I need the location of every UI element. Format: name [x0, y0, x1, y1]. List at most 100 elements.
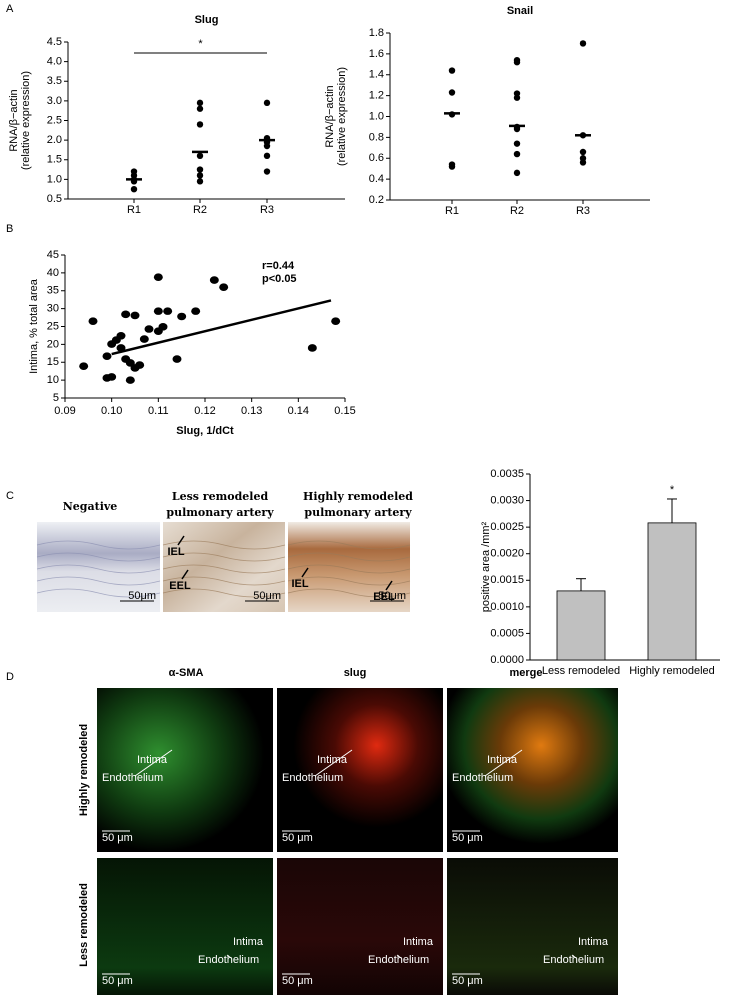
fluorescence-signal — [277, 688, 443, 852]
scale-label: 50μm — [253, 590, 281, 602]
y-tick-label: 0.0035 — [490, 468, 524, 480]
micrograph — [37, 522, 160, 612]
data-point — [172, 355, 182, 363]
structure-label: IEL — [291, 578, 308, 590]
structure-label: EEL — [169, 580, 191, 592]
data-point — [219, 283, 229, 291]
data-point — [331, 317, 341, 325]
y-axis-label: (relative expression) — [336, 67, 348, 166]
data-point — [158, 323, 168, 331]
x-tick-label: 0.11 — [148, 405, 169, 417]
data-point — [153, 307, 163, 315]
data-point — [513, 125, 521, 133]
data-point — [579, 148, 587, 156]
data-point — [209, 276, 219, 284]
panel-label: B — [6, 223, 13, 235]
scale-label: 50 μm — [452, 832, 483, 844]
data-point — [579, 40, 587, 47]
structure-label: EEL — [373, 591, 395, 603]
data-point — [263, 142, 271, 150]
y-axis-label: RNA/β−actin — [324, 85, 336, 147]
column-header: slug — [344, 667, 367, 679]
micrograph-header: Negative — [63, 500, 118, 513]
pointer-line — [134, 749, 173, 777]
tissue-fiber — [162, 588, 286, 598]
structure-label: Intima — [317, 754, 348, 766]
pointer-arrow — [385, 580, 393, 591]
x-tick-label: R1 — [127, 204, 141, 216]
y-tick-label: 0.0000 — [490, 654, 524, 666]
y-tick-label: 4.5 — [47, 36, 62, 48]
data-point — [163, 307, 173, 315]
pointer-line — [571, 954, 577, 959]
data-point — [79, 362, 89, 370]
y-tick-label: 2.5 — [47, 114, 62, 126]
fluorescence-signal — [447, 688, 618, 852]
y-tick-label: 20 — [47, 338, 59, 350]
data-point — [513, 169, 521, 177]
y-tick-label: 30 — [47, 303, 59, 315]
data-point — [448, 163, 456, 170]
y-tick-label: 0.8 — [369, 131, 384, 143]
data-point — [88, 317, 98, 325]
micrograph — [288, 522, 410, 612]
y-tick-label: 45 — [47, 249, 59, 261]
data-point — [177, 312, 187, 321]
micrograph-header: pulmonary artery — [166, 506, 274, 519]
y-tick-label: 1.0 — [47, 173, 62, 185]
data-point — [130, 311, 140, 320]
tissue-fiber — [36, 576, 161, 586]
data-point — [125, 376, 135, 384]
x-tick-label: R3 — [576, 205, 590, 217]
stat-annotation: r=0.44 — [262, 260, 295, 272]
data-point — [196, 105, 204, 112]
y-tick-label: 25 — [47, 320, 59, 332]
tissue-fiber — [287, 588, 411, 598]
fluorescence-signal — [447, 858, 618, 995]
tissue-fiber — [162, 564, 286, 574]
structure-label: Endothelium — [543, 954, 604, 966]
scale-label: 50 μm — [102, 975, 133, 987]
y-tick-label: 0.6 — [369, 152, 384, 164]
data-point — [196, 172, 204, 179]
row-header: Less remodeled — [78, 883, 90, 967]
y-axis-label: Intima, % total area — [28, 278, 40, 374]
fluorescence-signal — [97, 858, 273, 995]
bar — [556, 590, 606, 661]
y-tick-label: 0.0025 — [490, 521, 524, 533]
x-tick-label: R3 — [260, 204, 274, 216]
y-tick-label: 4.0 — [47, 56, 62, 68]
y-tick-label: 15 — [47, 356, 59, 368]
pointer-arrow — [301, 567, 309, 578]
column-header: α-SMA — [169, 667, 204, 679]
scale-label: 50μm — [128, 590, 156, 602]
structure-label: Intima — [487, 754, 518, 766]
data-point — [144, 325, 154, 333]
chart-title: Slug — [195, 14, 219, 26]
data-point — [263, 168, 271, 175]
x-tick-label: 0.15 — [334, 405, 355, 417]
chart-title: Snail — [507, 5, 533, 17]
x-tick-label: 0.09 — [54, 405, 75, 417]
y-tick-label: 1.4 — [369, 69, 384, 81]
stat-annotation: p<0.05 — [262, 273, 297, 285]
y-tick-label: 0.4 — [369, 173, 384, 185]
x-tick-label: Highly remodeled — [629, 665, 715, 677]
structure-label: IEL — [167, 546, 184, 558]
tissue-fiber — [287, 576, 411, 586]
y-tick-label: 0.0020 — [490, 548, 524, 560]
tissue-fiber — [36, 552, 161, 562]
y-tick-label: 3.5 — [47, 75, 62, 87]
pointer-arrow — [177, 535, 185, 546]
x-tick-label: R1 — [445, 205, 459, 217]
structure-label: Intima — [233, 936, 264, 948]
x-tick-label: Less remodeled — [542, 665, 620, 677]
y-tick-label: 3.0 — [47, 95, 62, 107]
data-point — [196, 166, 204, 173]
structure-label: Intima — [137, 754, 168, 766]
x-tick-label: R2 — [193, 204, 207, 216]
tissue-fiber — [287, 552, 411, 562]
structure-label: Endothelium — [102, 772, 163, 784]
data-point — [196, 152, 204, 160]
